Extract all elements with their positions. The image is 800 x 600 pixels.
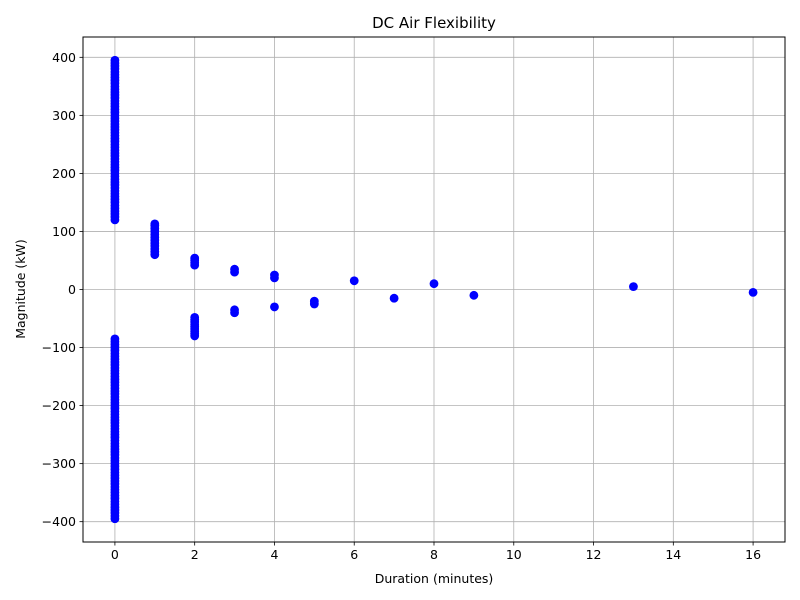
- data-point: [110, 514, 120, 524]
- data-points: [110, 55, 758, 524]
- data-point: [190, 253, 200, 263]
- y-tick-label: 200: [52, 166, 76, 181]
- data-point: [469, 290, 479, 300]
- data-point: [429, 279, 439, 289]
- x-tick-label: 4: [270, 547, 278, 562]
- data-point: [190, 331, 200, 341]
- data-point: [389, 293, 399, 303]
- axis-ticks: 0 2 4 6 8 10 12 14 16 −400 −300 −200 −100 0 100 200 300 4…: [42, 50, 761, 562]
- data-point: [230, 308, 239, 318]
- x-tick-label: 12: [586, 547, 602, 562]
- y-tick-label: 300: [52, 108, 76, 123]
- y-tick-label: −100: [42, 340, 76, 355]
- y-axis-label: Magnitude (kW): [13, 239, 28, 339]
- grid: [83, 37, 785, 542]
- y-tick-label: −300: [42, 456, 76, 471]
- data-point: [110, 55, 120, 65]
- data-point: [270, 270, 279, 280]
- x-tick-label: 0: [111, 547, 119, 562]
- y-tick-label: 400: [52, 50, 76, 65]
- y-tick-label: −400: [42, 514, 76, 529]
- data-point: [349, 276, 359, 286]
- x-tick-label: 14: [665, 547, 681, 562]
- x-tick-label: 10: [506, 547, 522, 562]
- x-tick-label: 2: [191, 547, 199, 562]
- x-tick-label: 6: [350, 547, 358, 562]
- x-tick-label: 16: [745, 547, 761, 562]
- data-point: [748, 288, 758, 297]
- data-point: [150, 219, 160, 229]
- data-point: [629, 282, 638, 291]
- x-axis-label: Duration (minutes): [375, 571, 494, 586]
- data-point: [230, 264, 239, 274]
- y-tick-label: −200: [42, 398, 76, 413]
- data-point: [309, 299, 319, 309]
- chart-title: DC Air Flexibility: [372, 14, 496, 32]
- y-tick-label: 0: [68, 282, 76, 297]
- x-tick-label: 8: [430, 547, 438, 562]
- y-tick-label: 100: [52, 224, 76, 239]
- data-point: [270, 302, 279, 312]
